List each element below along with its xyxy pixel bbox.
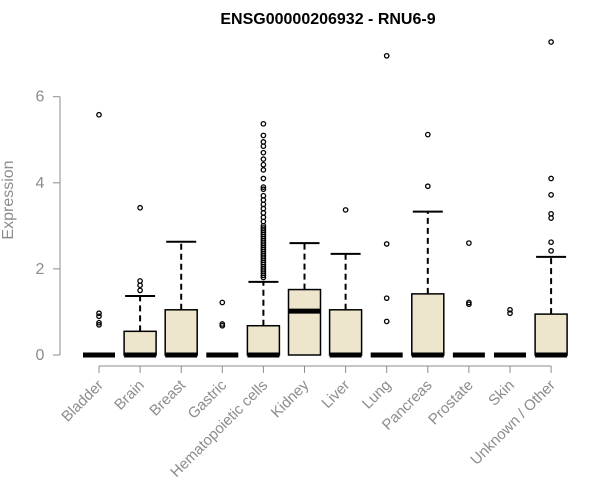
outlier-point	[96, 319, 102, 326]
box-body	[411, 293, 445, 356]
outlier-point	[548, 175, 554, 182]
outlier-point	[137, 282, 143, 289]
outlier-point	[548, 39, 554, 45]
outlier-point	[260, 149, 267, 156]
outlier-point	[383, 241, 390, 247]
box-bladder	[83, 111, 115, 358]
plot-area	[83, 39, 568, 358]
outlier-point	[219, 322, 226, 329]
outlier-point	[383, 295, 390, 302]
box-kidney	[287, 242, 322, 356]
outlier-point	[548, 215, 554, 221]
outlier-point	[424, 183, 431, 190]
chart-title: ENSG00000206932 - RNU6-9	[220, 11, 435, 28]
box-gastric	[206, 299, 239, 358]
outlier-point	[96, 322, 102, 328]
box-skin	[494, 306, 526, 358]
outlier-point	[96, 111, 102, 118]
y-tick-label: 4	[36, 175, 45, 192]
outlier-point	[548, 247, 554, 254]
outlier-point	[260, 175, 267, 182]
box-breast	[164, 240, 198, 358]
x-tick-label: Skin	[485, 377, 518, 410]
box-unknown-other	[534, 39, 568, 358]
outlier-point	[260, 143, 267, 150]
outlier-point	[548, 239, 554, 246]
outlier-point	[260, 272, 267, 279]
outlier-point	[260, 184, 267, 190]
outlier-point	[260, 132, 267, 139]
box-body	[328, 309, 363, 356]
outlier-point	[466, 240, 472, 246]
outlier-point	[260, 274, 267, 281]
outlier-point	[96, 310, 102, 317]
box-hematopoietic-cells	[246, 120, 281, 358]
outlier-point	[260, 156, 267, 162]
outlier-point	[137, 204, 143, 211]
outlier-point	[219, 299, 226, 306]
box-brain	[123, 204, 157, 358]
outlier-point	[507, 306, 513, 313]
box-lung	[370, 52, 403, 358]
x-tick-label: Brain	[111, 377, 148, 414]
y-tick-label: 2	[36, 261, 45, 278]
outlier-point	[260, 120, 267, 127]
box-body	[287, 288, 322, 356]
y-axis-label: Expression	[0, 160, 17, 239]
x-tick-label: Breast	[146, 376, 189, 419]
box-body	[534, 313, 568, 356]
outlier-point	[424, 131, 431, 138]
outlier-point	[548, 192, 554, 198]
outlier-point	[260, 161, 267, 168]
outlier-point	[260, 186, 267, 193]
outlier-point	[466, 301, 472, 308]
outlier-point	[383, 52, 390, 59]
outlier-point	[96, 313, 102, 320]
box-body	[246, 324, 281, 356]
box-prostate	[452, 240, 485, 358]
y-tick-label: 6	[36, 89, 45, 106]
x-tick-label: Bladder	[58, 377, 107, 426]
box-body	[164, 309, 198, 356]
x-tick-label: Liver	[318, 377, 353, 412]
x-tick-label: Lung	[359, 377, 395, 413]
outlier-point	[260, 167, 267, 173]
box-body	[123, 330, 157, 356]
box-liver	[328, 207, 363, 358]
x-tick-label: Prostate	[425, 377, 477, 429]
box-pancreas	[411, 131, 445, 358]
outlier-point	[383, 318, 390, 325]
outlier-point	[342, 207, 349, 213]
outlier-point	[137, 287, 143, 294]
y-tick-label: 0	[36, 347, 45, 364]
outlier-point	[507, 310, 513, 317]
x-tick-label: Kidney	[268, 376, 313, 421]
